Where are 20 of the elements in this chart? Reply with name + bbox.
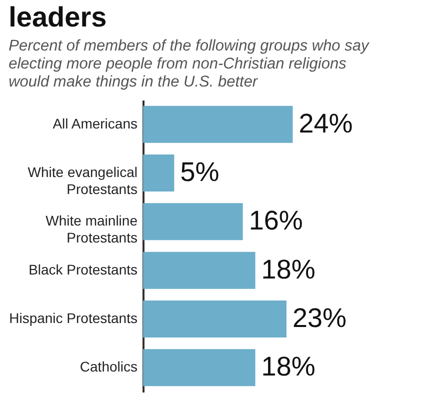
data-label: 24% bbox=[298, 108, 353, 138]
bar bbox=[143, 349, 256, 386]
chart-title: leaders bbox=[8, 2, 107, 32]
data-label: 18% bbox=[261, 254, 316, 284]
data-label: 23% bbox=[292, 303, 347, 333]
bar bbox=[143, 300, 286, 338]
data-label: 18% bbox=[261, 352, 316, 382]
bar bbox=[143, 252, 256, 289]
y-tick-label: Black Protestants bbox=[28, 261, 138, 278]
bar bbox=[143, 106, 293, 143]
chart-subtitle: Percent of members of the following groups who say electing more people from non-Christian religions would make things in the U.S. better bbox=[8, 38, 370, 90]
y-tick-label: White mainline Protestants bbox=[46, 212, 138, 246]
bar bbox=[143, 154, 174, 192]
y-tick-label: All Americans bbox=[52, 115, 138, 132]
data-label: 16% bbox=[248, 206, 303, 236]
y-tick-label: White evangelical Protestants bbox=[28, 164, 138, 197]
y-tick-label: Hispanic Protestants bbox=[9, 310, 138, 326]
y-tick-label: Catholics bbox=[80, 358, 138, 375]
data-label: 5% bbox=[180, 157, 220, 187]
bar bbox=[143, 203, 243, 240]
